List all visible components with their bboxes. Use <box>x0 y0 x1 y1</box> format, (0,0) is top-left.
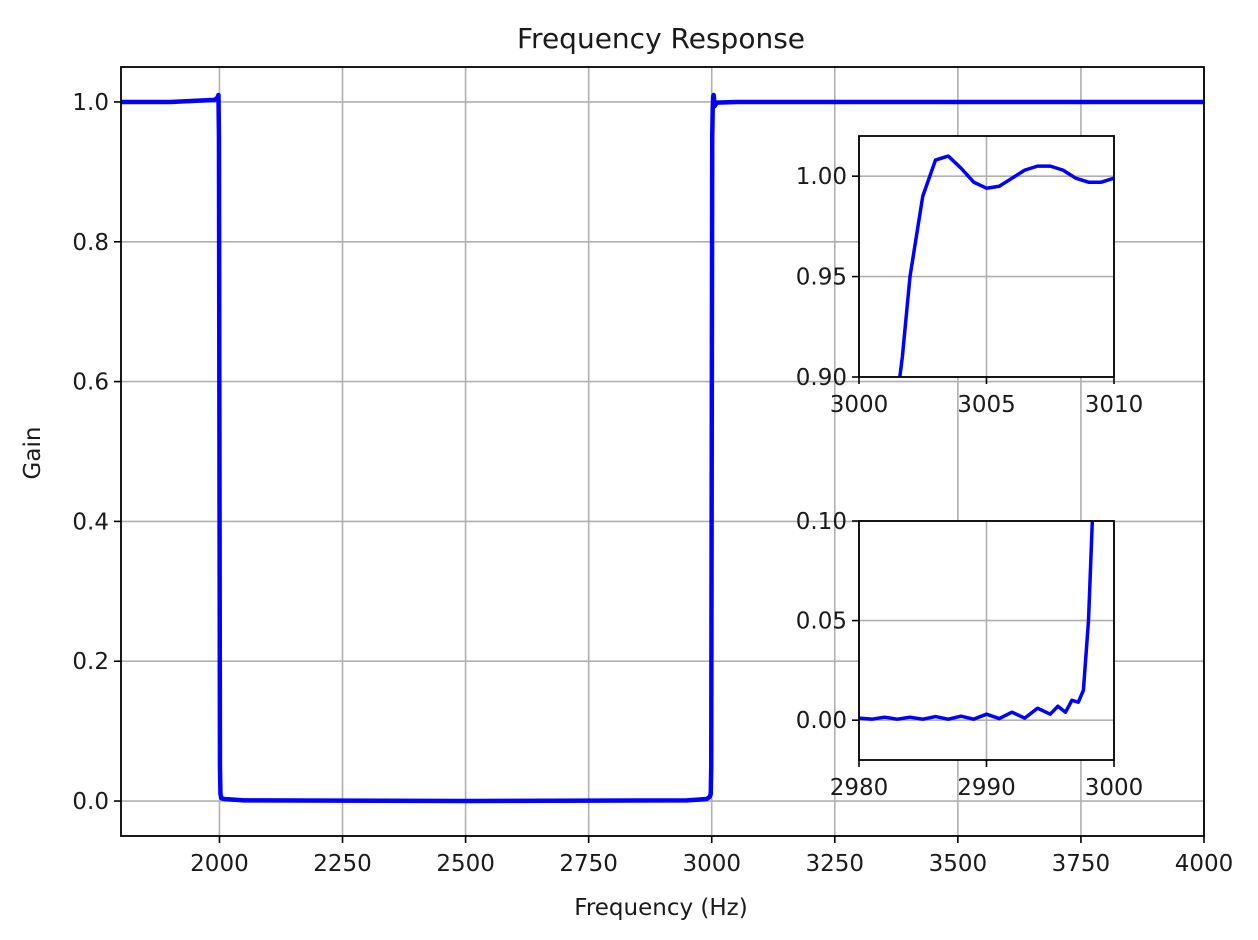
inset-top-y-tick-label: 0.95 <box>796 265 847 291</box>
main-y-tick-label: 0.2 <box>72 649 109 675</box>
inset-top-plot: 3000 3005 3010 0.90 0.95 1.00 <box>796 135 1144 418</box>
inset-bottom-y-tick-label: 0.00 <box>796 708 847 734</box>
inset-top-x-tick-label: 3010 <box>1085 392 1144 418</box>
inset-bottom-x-tick-label: 2980 <box>830 775 889 801</box>
main-x-tick-label: 2000 <box>190 851 249 877</box>
main-y-tick-label: 0.0 <box>72 789 109 815</box>
main-x-tick-label: 2750 <box>559 851 618 877</box>
main-series-line <box>121 92 1204 804</box>
inset-top-y-tick-label: 1.00 <box>796 164 847 190</box>
inset-bottom-plot: 2980 2990 3000 0.00 0.05 0.10 <box>796 509 1143 801</box>
inset-top-series-line <box>898 154 1114 377</box>
main-x-tick-label: 2250 <box>313 851 372 877</box>
inset-bottom-y-tick-label: 0.05 <box>796 609 847 635</box>
main-y-tick-label: 0.4 <box>72 509 109 535</box>
inset-bottom-series-line <box>859 521 1095 721</box>
main-y-tick-label: 0.8 <box>72 230 109 256</box>
inset-top-x-tick-label: 3005 <box>957 392 1016 418</box>
inset-top-y-tick-label: 0.90 <box>796 365 847 391</box>
main-x-tick-label: 3000 <box>682 851 741 877</box>
main-x-tick-label: 3250 <box>806 851 865 877</box>
inset-bottom-x-tick-label: 3000 <box>1085 775 1144 801</box>
inset-top-x-tick-label: 3000 <box>830 392 889 418</box>
chart-title: Frequency Response <box>517 22 805 55</box>
main-x-tick-label: 4000 <box>1175 851 1234 877</box>
inset-bottom-x-tick-label: 2990 <box>957 775 1016 801</box>
main-x-tick-label: 2500 <box>436 851 495 877</box>
main-x-tick-label: 3750 <box>1052 851 1111 877</box>
main-frame <box>120 66 1205 837</box>
main-y-tick-label: 1.0 <box>72 90 109 116</box>
inset-bottom-y-tick-label: 0.10 <box>796 509 847 535</box>
main-y-tick-label: 0.6 <box>72 370 109 396</box>
y-axis-label: Gain <box>20 427 46 480</box>
x-axis-label: Frequency (Hz) <box>574 895 747 921</box>
main-x-tick-label: 3500 <box>929 851 988 877</box>
